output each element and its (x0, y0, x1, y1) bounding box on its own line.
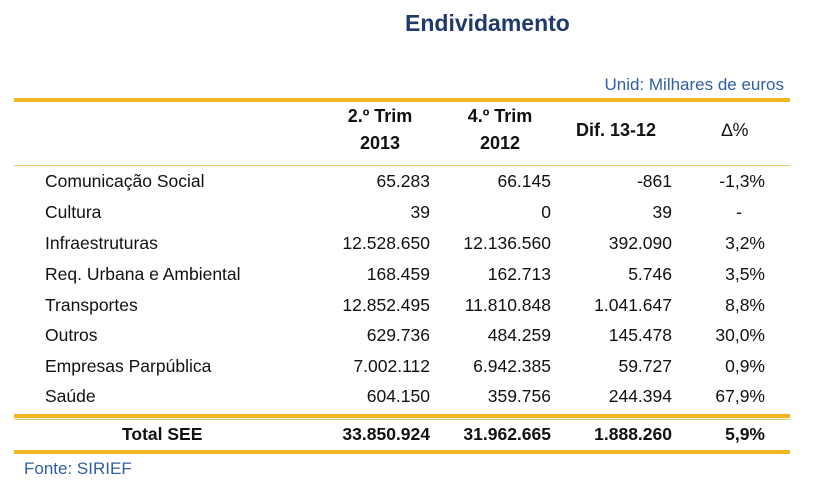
header-col-2trim-2013-line1: 2.º Trim (347, 106, 413, 126)
row-label: Comunicação Social (45, 171, 205, 191)
table-row: Infraestruturas 12.528.650 12.136.560 39… (0, 228, 822, 259)
row-value-dif: 244.394 (608, 386, 672, 406)
header-col-delta-pct: ∆% (721, 120, 749, 140)
total-value-dif: 1.888.260 (594, 424, 672, 444)
row-value-delta-pct: 67,9% (715, 386, 765, 406)
row-label: Saúde (45, 386, 96, 406)
row-value-2trim-2013: 39 (410, 202, 430, 222)
row-value-4trim-2012: 162.713 (487, 264, 551, 284)
row-value-delta-pct: - (736, 202, 742, 222)
row-value-2trim-2013: 629.736 (366, 325, 430, 345)
row-value-2trim-2013: 65.283 (376, 171, 430, 191)
header-col-4trim-2012-line2: 2012 (479, 133, 521, 153)
row-value-4trim-2012: 66.145 (497, 171, 551, 191)
row-label: Req. Urbana e Ambiental (45, 264, 241, 284)
row-value-2trim-2013: 604.150 (366, 386, 430, 406)
header-divider (14, 165, 790, 166)
row-value-2trim-2013: 12.528.650 (342, 233, 430, 253)
header-col-2trim-2013: 2.º Trim 2013 (320, 103, 440, 157)
total-label: Total SEE (122, 424, 203, 444)
row-value-delta-pct: 3,2% (725, 233, 765, 253)
table-row: Comunicação Social 65.283 66.145 -861 -1… (0, 166, 822, 197)
row-label: Outros (45, 325, 98, 345)
row-value-dif: 1.041.647 (594, 295, 672, 315)
table-row: Outros 629.736 484.259 145.478 30,0% (0, 320, 822, 351)
table-row: Cultura 39 0 39 - (0, 197, 822, 228)
table-row: Empresas Parpública 7.002.112 6.942.385 … (0, 351, 822, 382)
total-value-2trim-2013: 33.850.924 (342, 424, 430, 444)
row-value-delta-pct: 0,9% (725, 356, 765, 376)
row-value-delta-pct: 8,8% (725, 295, 765, 315)
unit-note: Unid: Milhares de euros (604, 75, 784, 94)
total-value-4trim-2012: 31.962.665 (463, 424, 551, 444)
bottom-divider (14, 450, 790, 454)
row-value-dif: 145.478 (608, 325, 672, 345)
row-value-dif: -861 (636, 171, 672, 191)
header-col-dif: Dif. 13-12 (575, 120, 657, 140)
row-value-delta-pct: 3,5% (725, 264, 765, 284)
row-value-2trim-2013: 168.459 (366, 264, 430, 284)
row-value-dif: 59.727 (618, 356, 672, 376)
table-row: Transportes 12.852.495 11.810.848 1.041.… (0, 290, 822, 321)
row-label: Infraestruturas (45, 233, 158, 253)
row-value-dif: 392.090 (608, 233, 672, 253)
row-value-4trim-2012: 6.942.385 (473, 356, 551, 376)
row-value-4trim-2012: 359.756 (487, 386, 551, 406)
total-row: Total SEE 33.850.924 31.962.665 1.888.26… (0, 420, 822, 450)
row-value-4trim-2012: 0 (541, 202, 551, 222)
header-col-4trim-2012: 4.º Trim 2012 (440, 103, 560, 157)
row-value-4trim-2012: 484.259 (487, 325, 551, 345)
top-divider (14, 98, 790, 102)
row-value-delta-pct: 30,0% (715, 325, 765, 345)
row-value-2trim-2013: 12.852.495 (342, 295, 430, 315)
source-note: Fonte: SIRIEF (24, 459, 132, 478)
total-top-divider (14, 414, 790, 418)
table-title: Endividamento (405, 10, 570, 36)
total-inner-divider (14, 419, 790, 420)
row-value-4trim-2012: 12.136.560 (463, 233, 551, 253)
row-label: Empresas Parpública (45, 356, 212, 376)
header-col-2trim-2013-line2: 2013 (359, 133, 401, 153)
row-label: Transportes (45, 295, 138, 315)
row-value-2trim-2013: 7.002.112 (353, 356, 430, 376)
table-row: Saúde 604.150 359.756 244.394 67,9% (0, 381, 822, 412)
table-row: Req. Urbana e Ambiental 168.459 162.713 … (0, 259, 822, 290)
row-value-dif: 5.746 (628, 264, 672, 284)
row-value-dif: 39 (652, 202, 672, 222)
row-label: Cultura (45, 202, 102, 222)
row-value-4trim-2012: 11.810.848 (464, 295, 551, 315)
row-value-delta-pct: -1,3% (719, 171, 765, 191)
header-col-4trim-2012-line1: 4.º Trim (467, 106, 533, 126)
total-value-delta-pct: 5,9% (725, 424, 765, 444)
